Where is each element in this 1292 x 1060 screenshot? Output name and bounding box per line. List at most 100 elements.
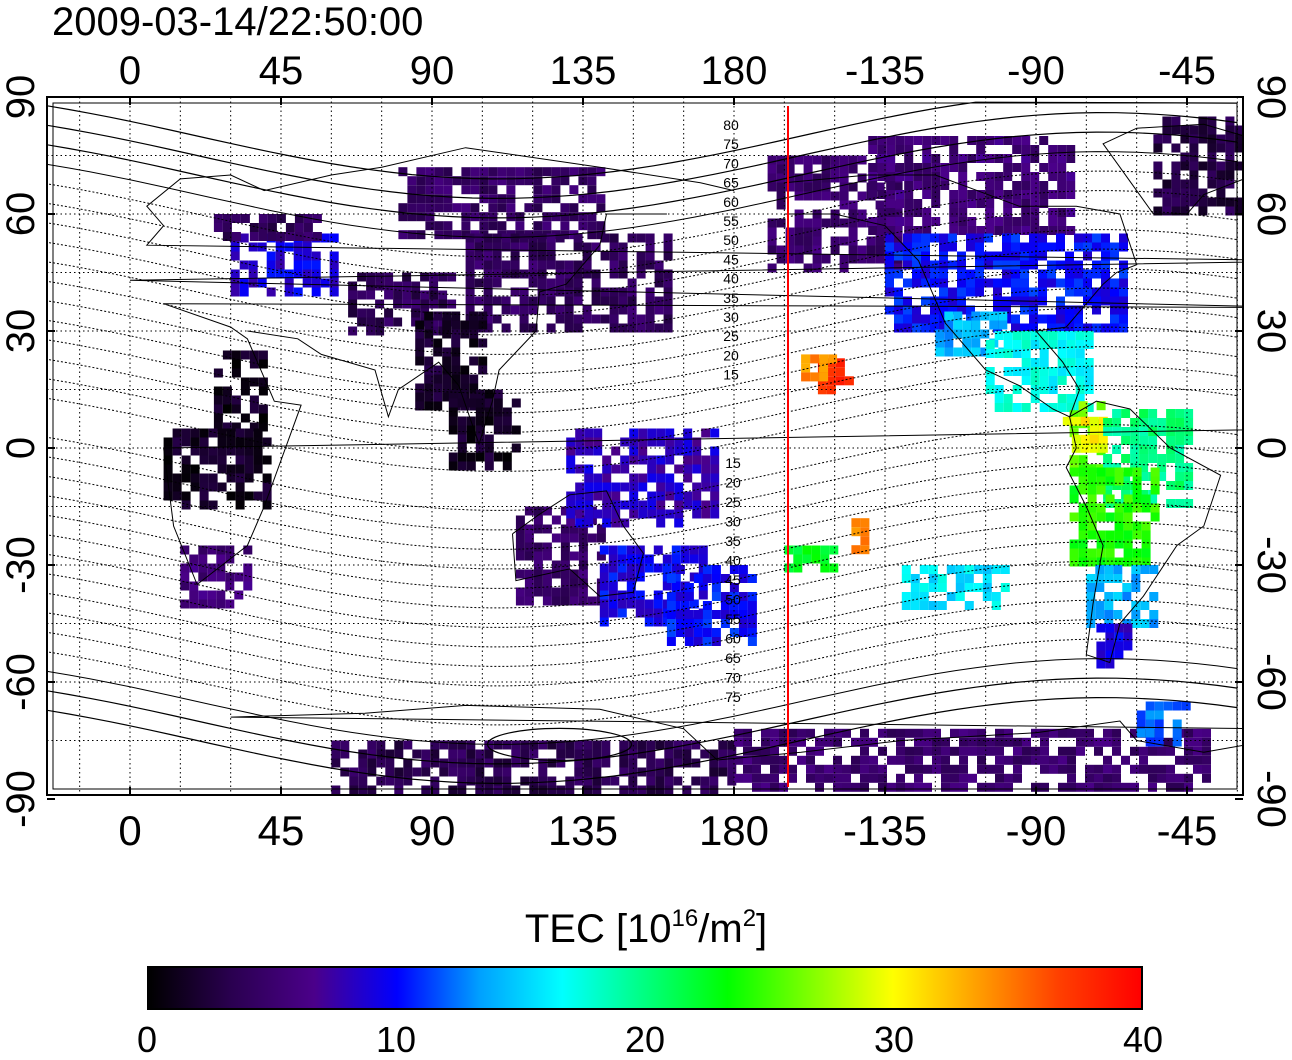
tec-cell: [1085, 782, 1094, 792]
tec-cell: [1021, 199, 1031, 208]
tec-cell: [922, 190, 932, 199]
tec-cell: [901, 574, 911, 583]
tec-cell: [878, 773, 887, 783]
tec-cell: [443, 203, 453, 213]
tec-cell: [1180, 161, 1190, 171]
tec-cell: [932, 737, 941, 747]
tec-cell: [1030, 385, 1040, 394]
tec-cell: [546, 251, 556, 261]
tec-cell: [294, 214, 304, 223]
tec-cell: [940, 172, 950, 181]
tec-cell: [483, 323, 493, 333]
tec-cell: [709, 785, 719, 795]
tec-cell: [1123, 530, 1133, 540]
tec-cell: [710, 464, 720, 474]
tec-cell: [348, 308, 358, 318]
tec-cell: [977, 755, 986, 765]
tec-cell: [1153, 188, 1163, 198]
tec-cell: [912, 251, 921, 261]
tec-cell: [946, 565, 956, 574]
tec-cell: [584, 428, 594, 438]
tec-cell: [243, 572, 253, 582]
tec-cell: [950, 728, 959, 738]
tec-cell: [465, 233, 475, 243]
tec-cell: [216, 590, 226, 600]
tec-cell: [443, 194, 453, 204]
tec-cell: [912, 323, 921, 333]
tec-cell: [492, 242, 502, 252]
tec-cell: [470, 212, 480, 222]
tec-cell: [1189, 125, 1199, 135]
tec-cell: [1166, 481, 1176, 490]
tec-cell: [1172, 701, 1182, 711]
tec-cell: [1085, 737, 1094, 747]
tec-cell: [429, 326, 439, 336]
tec-cell: [675, 628, 685, 637]
tec-cell: [995, 764, 1004, 774]
tec-cell: [1021, 358, 1031, 367]
tec-cell: [875, 254, 885, 264]
tec-cell: [424, 329, 434, 339]
tec-cell: [1121, 454, 1131, 463]
tec-cell: [962, 329, 972, 339]
tec-cell: [779, 755, 788, 765]
tec-cell: [249, 404, 259, 414]
tec-cell: [244, 491, 254, 501]
tec-cell: [407, 230, 417, 240]
tec-cell: [700, 776, 710, 786]
tec-cell: [922, 217, 932, 226]
tec-cell: [785, 155, 795, 165]
tec-cell: [582, 251, 592, 261]
tec-cell: [1149, 592, 1159, 601]
contour-label: 25: [725, 494, 741, 510]
tec-cell: [475, 389, 485, 399]
tec-cell: [493, 776, 503, 786]
tec-cell: [1166, 418, 1176, 427]
tec-cell: [451, 383, 461, 393]
tec-cell: [564, 269, 574, 279]
tec-cell: [181, 437, 191, 447]
tec-cell: [975, 260, 984, 270]
contour-label: 40: [723, 271, 739, 287]
tec-cell: [1150, 485, 1160, 495]
tec-cell: [857, 155, 867, 165]
contour-line: [47, 190, 1238, 277]
tec-cell: [848, 200, 858, 210]
tec-cell: [403, 767, 413, 777]
tec-cell: [627, 314, 637, 324]
tec-cell: [560, 533, 570, 543]
tec-cell: [1038, 233, 1047, 243]
tec-cell: [803, 218, 813, 228]
tec-cell: [502, 758, 512, 768]
tec-cell: [1048, 154, 1058, 163]
tec-cell: [842, 782, 851, 792]
tec-cell: [976, 154, 986, 163]
tec-cell: [599, 545, 609, 555]
tec-cell: [475, 416, 485, 426]
tec-cell: [955, 592, 965, 601]
tec-cell: [610, 776, 620, 786]
tec-cell: [930, 260, 939, 270]
tec-cell: [230, 287, 240, 297]
tec-cell: [710, 473, 720, 483]
tec-cell: [619, 785, 629, 795]
tec-cell: [537, 260, 547, 270]
tec-cell: [566, 518, 576, 528]
tec-cell: [542, 221, 552, 231]
tec-cell: [596, 194, 606, 204]
tec-cell: [340, 749, 350, 759]
lon-tick-label: 90: [409, 807, 456, 854]
tec-cell: [941, 737, 950, 747]
tec-cell: [1101, 323, 1110, 333]
tec-cell: [1123, 641, 1133, 651]
tec-cell: [465, 305, 475, 315]
tec-cell: [1207, 197, 1217, 207]
tec-cell: [385, 767, 395, 777]
tec-cell: [1012, 145, 1022, 154]
tec-cell: [635, 545, 645, 555]
tec-cell: [1105, 494, 1115, 504]
tec-cell: [367, 749, 377, 759]
tec-cell: [457, 461, 467, 471]
tec-cell: [949, 217, 959, 226]
timestamp-title: 2009-03-14/22:50:00: [52, 0, 424, 44]
